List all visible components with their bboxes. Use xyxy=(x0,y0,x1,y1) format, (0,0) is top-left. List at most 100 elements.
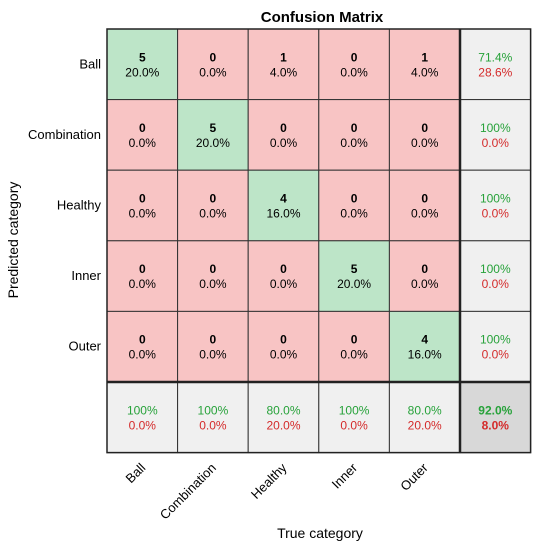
matrix-cell xyxy=(177,169,249,242)
cell-count: 0 xyxy=(351,50,358,64)
cell-percent: 0.0% xyxy=(411,207,439,221)
cell-count: 0 xyxy=(139,192,146,206)
cell-percent: 0.0% xyxy=(340,207,368,221)
matrix-cell xyxy=(106,99,179,171)
matrix-cells: 520.0%00.0%14.0%00.0%14.0%00.0%520.0%00.… xyxy=(106,28,532,454)
row-summary-cell xyxy=(459,99,532,171)
cell-count: 0 xyxy=(280,262,287,276)
row-summary-cell xyxy=(459,240,532,312)
cell-percent: 20.0% xyxy=(125,65,159,79)
column-summary-correct: 100% xyxy=(127,403,158,417)
cell-percent: 0.0% xyxy=(411,277,439,291)
cell-count: 0 xyxy=(421,192,428,206)
y-tick-label: Combination xyxy=(28,127,101,142)
cell-percent: 0.0% xyxy=(199,348,227,362)
cell-count: 0 xyxy=(351,333,358,347)
column-summary-incorrect: 20.0% xyxy=(408,418,442,432)
chart-title: Confusion Matrix xyxy=(261,9,384,26)
cell-percent: 0.0% xyxy=(129,277,157,291)
row-summary-incorrect: 28.6% xyxy=(478,65,512,79)
y-tick-label: Inner xyxy=(71,268,101,283)
column-summary-incorrect: 20.0% xyxy=(266,418,300,432)
row-summary-correct: 100% xyxy=(480,333,511,347)
cell-count: 0 xyxy=(139,333,146,347)
x-axis-label: True category xyxy=(277,525,363,541)
y-tick-label: Healthy xyxy=(57,198,102,213)
column-summary-incorrect: 0.0% xyxy=(340,418,368,432)
cell-count: 0 xyxy=(210,50,217,64)
cell-percent: 0.0% xyxy=(199,207,227,221)
column-summary-correct: 100% xyxy=(339,403,370,417)
matrix-cell xyxy=(318,240,390,312)
row-summary-correct: 100% xyxy=(480,121,511,135)
matrix-cell xyxy=(177,28,249,101)
cell-percent: 0.0% xyxy=(270,136,298,150)
cell-count: 5 xyxy=(139,50,146,64)
x-tick-label: Ball xyxy=(122,460,148,486)
matrix-cell xyxy=(388,310,461,383)
row-summary-correct: 71.4% xyxy=(478,50,512,64)
cell-percent: 0.0% xyxy=(340,65,368,79)
cell-percent: 4.0% xyxy=(270,65,298,79)
cell-count: 0 xyxy=(351,192,358,206)
column-summary-cell xyxy=(388,381,461,454)
matrix-cell xyxy=(318,169,390,242)
cell-percent: 0.0% xyxy=(340,136,368,150)
matrix-cell xyxy=(247,169,320,242)
cell-percent: 0.0% xyxy=(199,65,227,79)
y-tick-label: Ball xyxy=(79,56,101,71)
cell-percent: 0.0% xyxy=(340,348,368,362)
cell-count: 0 xyxy=(280,121,287,135)
x-tick-label: Combination xyxy=(157,460,219,522)
cell-percent: 0.0% xyxy=(270,348,298,362)
row-summary-incorrect: 0.0% xyxy=(482,136,510,150)
row-summary-incorrect: 0.0% xyxy=(482,348,510,362)
column-summary-correct: 100% xyxy=(198,403,229,417)
row-summary-incorrect: 0.0% xyxy=(482,207,510,221)
cell-percent: 0.0% xyxy=(129,207,157,221)
cell-percent: 16.0% xyxy=(408,348,442,362)
column-summary-correct: 80.0% xyxy=(408,403,442,417)
cell-percent: 20.0% xyxy=(337,277,371,291)
row-summary-cell xyxy=(459,169,532,242)
matrix-cell xyxy=(318,28,390,101)
cell-count: 0 xyxy=(280,333,287,347)
cell-count: 0 xyxy=(351,121,358,135)
cell-percent: 4.0% xyxy=(411,65,439,79)
column-summary-incorrect: 0.0% xyxy=(129,418,157,432)
x-tick-label: Inner xyxy=(329,460,361,492)
y-axis-label: Predicted category xyxy=(5,182,21,299)
x-tick-label: Healthy xyxy=(248,460,290,502)
cell-percent: 16.0% xyxy=(266,207,300,221)
cell-count: 5 xyxy=(351,262,358,276)
matrix-cell xyxy=(388,99,461,171)
matrix-cell xyxy=(106,28,179,101)
row-summary-correct: 100% xyxy=(480,192,511,206)
cell-count: 1 xyxy=(280,50,287,64)
matrix-cell xyxy=(388,169,461,242)
x-tick-label: Outer xyxy=(397,460,431,494)
matrix-cell xyxy=(177,240,249,312)
cell-count: 0 xyxy=(210,333,217,347)
column-summary-incorrect: 0.0% xyxy=(199,418,227,432)
matrix-cell xyxy=(247,310,320,383)
cell-count: 5 xyxy=(210,121,217,135)
cell-count: 0 xyxy=(139,121,146,135)
matrix-cell xyxy=(318,310,390,383)
cell-percent: 0.0% xyxy=(270,277,298,291)
cell-count: 0 xyxy=(139,262,146,276)
overall-incorrect: 8.0% xyxy=(482,418,510,432)
cell-count: 0 xyxy=(210,192,217,206)
cell-percent: 0.0% xyxy=(411,136,439,150)
matrix-cell xyxy=(247,99,320,171)
matrix-cell xyxy=(106,169,179,242)
cell-count: 1 xyxy=(421,50,428,64)
cell-count: 0 xyxy=(421,262,428,276)
y-tick-label: Outer xyxy=(68,339,101,354)
cell-count: 4 xyxy=(421,333,428,347)
cell-count: 0 xyxy=(210,262,217,276)
column-summary-correct: 80.0% xyxy=(266,403,300,417)
cell-percent: 20.0% xyxy=(196,136,230,150)
column-summary-cell xyxy=(247,381,320,454)
